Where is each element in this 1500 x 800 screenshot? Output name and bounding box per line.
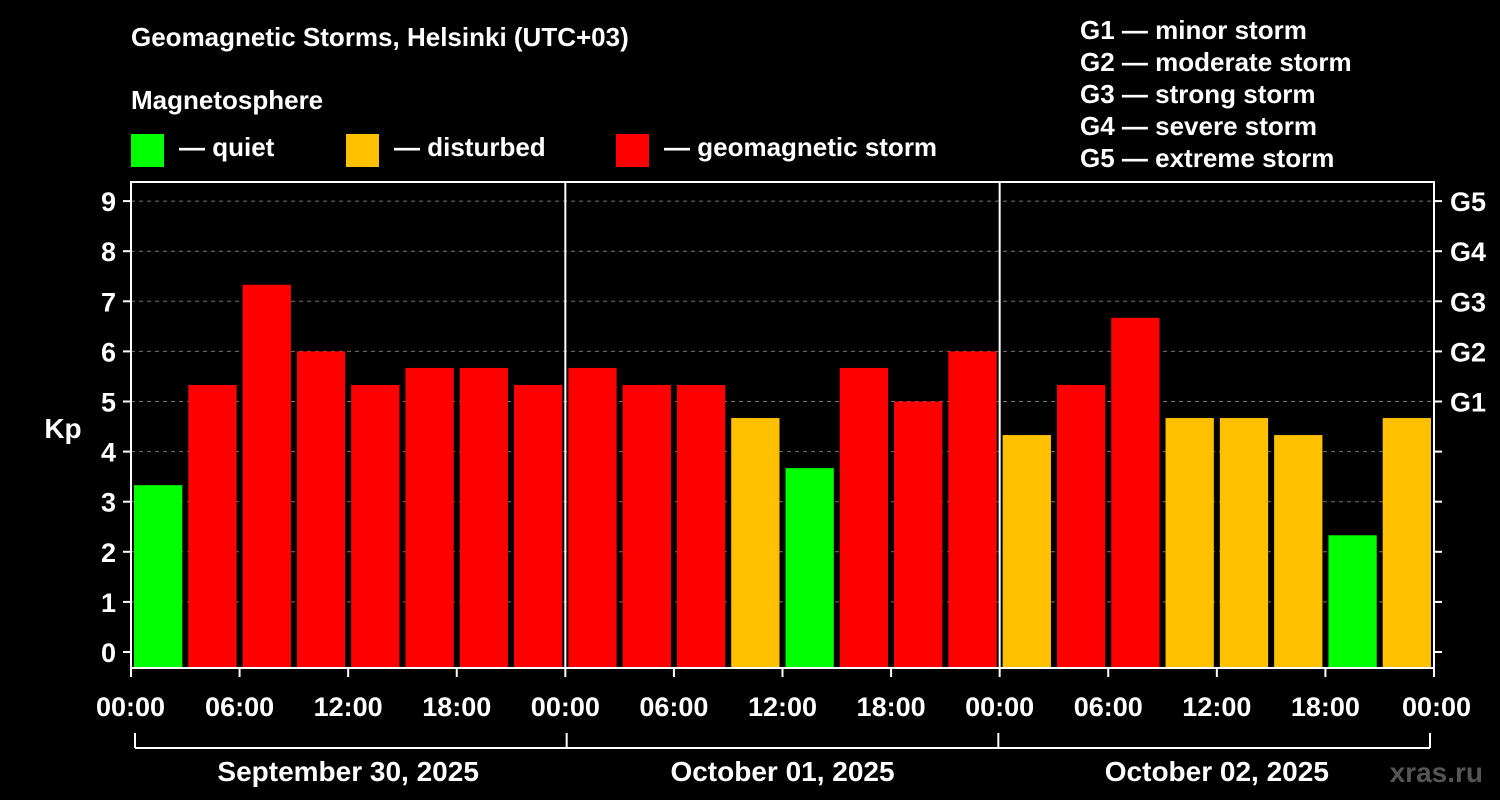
x-tick-label: 00:00 xyxy=(965,692,1034,722)
x-tick-label: 18:00 xyxy=(857,692,926,722)
storm-scale-g4: G4 — severe storm xyxy=(1080,111,1318,141)
legend-label-quiet: — quiet xyxy=(179,132,275,162)
storm-scale-g1: G1 — minor storm xyxy=(1080,15,1307,45)
y-tick-label: 7 xyxy=(101,287,116,317)
y-tick-label: 3 xyxy=(101,488,116,518)
kp-bar xyxy=(1219,418,1269,668)
x-tick-label: 06:00 xyxy=(1074,692,1143,722)
x-tick-label: 06:00 xyxy=(205,692,274,722)
kp-bar xyxy=(405,367,454,668)
storm-scale-list: G1 — minor storm G2 — moderate storm G3 … xyxy=(1080,14,1352,174)
legend-item-storm: — geomagnetic storm xyxy=(616,132,938,167)
x-tick-label: 12:00 xyxy=(1182,692,1251,722)
y-tick-label: 4 xyxy=(101,438,116,468)
kp-bar xyxy=(676,384,726,668)
day-label: September 30, 2025 xyxy=(217,756,479,787)
kp-bar xyxy=(731,418,780,668)
kp-bar xyxy=(948,351,997,668)
legend-swatch-storm xyxy=(616,134,649,167)
kp-bar xyxy=(622,384,671,668)
g-scale-label: G5 xyxy=(1450,187,1486,217)
kp-bar xyxy=(188,384,237,668)
x-tick-label: 06:00 xyxy=(639,692,708,722)
x-tick-label: 12:00 xyxy=(314,692,383,722)
storm-scale-g3: G3 — strong storm xyxy=(1080,79,1316,109)
y-tick-label: 6 xyxy=(101,337,116,367)
kp-bar xyxy=(459,367,509,668)
legend-swatch-disturbed xyxy=(346,134,379,167)
day-label: October 02, 2025 xyxy=(1105,756,1329,787)
y-tick-label: 5 xyxy=(101,388,116,418)
legend-item-disturbed: — disturbed xyxy=(346,132,546,167)
kp-bar xyxy=(894,401,943,668)
y-tick-label: 8 xyxy=(101,237,116,267)
kp-bar xyxy=(134,485,183,668)
g-scale-label: G4 xyxy=(1450,237,1486,267)
kp-bar xyxy=(242,284,291,668)
g-scale-label: G3 xyxy=(1450,287,1486,317)
x-tick-label: 00:00 xyxy=(531,692,600,722)
legend-label-disturbed: — disturbed xyxy=(394,132,546,162)
frame-layer xyxy=(123,181,1442,749)
x-tick-label: 00:00 xyxy=(1402,692,1471,722)
y-tick-label: 9 xyxy=(101,187,116,217)
bars-layer xyxy=(134,284,1431,668)
kp-bar xyxy=(568,367,617,668)
x-tick-label: 12:00 xyxy=(748,692,817,722)
chart-title: Geomagnetic Storms, Helsinki (UTC+03) xyxy=(131,22,629,52)
kp-bar xyxy=(785,468,834,668)
kp-bar xyxy=(514,384,563,668)
kp-bar xyxy=(839,367,889,668)
kp-bar xyxy=(1165,418,1214,668)
g-scale-label: G2 xyxy=(1450,337,1486,367)
kp-bar xyxy=(1274,435,1323,668)
storm-scale-g5: G5 — extreme storm xyxy=(1080,143,1335,173)
y-tick-label: 0 xyxy=(101,638,116,668)
x-tick-label: 00:00 xyxy=(96,692,165,722)
x-tick-label: 18:00 xyxy=(422,692,491,722)
y-tick-label: 2 xyxy=(101,538,116,568)
grid-layer xyxy=(131,200,1434,603)
labels-layer: 0 1 2 3 4 5 6 7 8 9 G1 G2 G3 G4 G5 00:00 06:00 12:00 18:00… xyxy=(96,187,1486,787)
legend-label-storm: — geomagnetic storm xyxy=(664,132,938,162)
kp-bar xyxy=(1328,535,1377,668)
kp-bar xyxy=(1382,418,1431,668)
y-axis-label: Kp xyxy=(44,413,81,444)
watermark: xras.ru xyxy=(1390,757,1483,788)
g-scale-label: G1 xyxy=(1450,388,1486,418)
kp-bar xyxy=(351,384,400,668)
kp-bar xyxy=(1002,435,1051,668)
x-tick-label: 18:00 xyxy=(1291,692,1360,722)
storm-scale-g2: G2 — moderate storm xyxy=(1080,47,1352,77)
magnetosphere-label: Magnetosphere xyxy=(131,85,324,115)
y-tick-label: 1 xyxy=(101,588,116,618)
kp-bar xyxy=(1056,384,1106,668)
kp-bar xyxy=(1111,317,1160,668)
day-label: October 01, 2025 xyxy=(670,756,894,787)
kp-bar xyxy=(296,351,346,668)
legend-item-quiet: — quiet xyxy=(131,132,275,167)
legend-swatch-quiet xyxy=(131,134,164,167)
